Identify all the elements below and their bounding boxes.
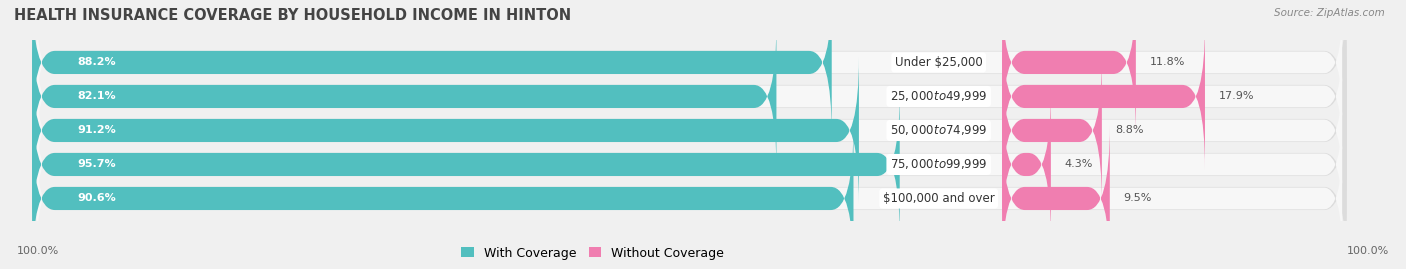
FancyBboxPatch shape xyxy=(1002,57,1102,204)
Text: HEALTH INSURANCE COVERAGE BY HOUSEHOLD INCOME IN HINTON: HEALTH INSURANCE COVERAGE BY HOUSEHOLD I… xyxy=(14,8,571,23)
FancyBboxPatch shape xyxy=(1002,0,1136,136)
Legend: With Coverage, Without Coverage: With Coverage, Without Coverage xyxy=(457,242,730,265)
Text: 91.2%: 91.2% xyxy=(77,125,117,136)
FancyBboxPatch shape xyxy=(32,91,900,238)
FancyBboxPatch shape xyxy=(32,0,832,136)
Text: 82.1%: 82.1% xyxy=(77,91,117,101)
FancyBboxPatch shape xyxy=(37,39,1343,154)
FancyBboxPatch shape xyxy=(37,107,1343,222)
Text: 9.5%: 9.5% xyxy=(1123,193,1152,203)
Text: Source: ZipAtlas.com: Source: ZipAtlas.com xyxy=(1274,8,1385,18)
Text: $50,000 to $74,999: $50,000 to $74,999 xyxy=(890,123,987,137)
FancyBboxPatch shape xyxy=(32,0,1347,136)
Text: 17.9%: 17.9% xyxy=(1219,91,1254,101)
Text: $100,000 and over: $100,000 and over xyxy=(883,192,994,205)
FancyBboxPatch shape xyxy=(32,23,1347,170)
FancyBboxPatch shape xyxy=(32,57,1347,204)
Text: 90.6%: 90.6% xyxy=(77,193,117,203)
Text: Under $25,000: Under $25,000 xyxy=(894,56,983,69)
Text: 8.8%: 8.8% xyxy=(1115,125,1144,136)
Text: 100.0%: 100.0% xyxy=(1347,246,1389,256)
FancyBboxPatch shape xyxy=(37,141,1343,256)
FancyBboxPatch shape xyxy=(1002,91,1050,238)
Text: 95.7%: 95.7% xyxy=(77,160,117,169)
FancyBboxPatch shape xyxy=(37,73,1343,187)
Text: 11.8%: 11.8% xyxy=(1150,58,1185,68)
Text: 4.3%: 4.3% xyxy=(1064,160,1092,169)
FancyBboxPatch shape xyxy=(32,57,859,204)
Text: 88.2%: 88.2% xyxy=(77,58,117,68)
FancyBboxPatch shape xyxy=(32,23,776,170)
FancyBboxPatch shape xyxy=(32,125,1347,269)
FancyBboxPatch shape xyxy=(32,91,1347,238)
FancyBboxPatch shape xyxy=(1002,23,1205,170)
Text: $75,000 to $99,999: $75,000 to $99,999 xyxy=(890,157,987,171)
Text: 100.0%: 100.0% xyxy=(17,246,59,256)
FancyBboxPatch shape xyxy=(37,5,1343,120)
FancyBboxPatch shape xyxy=(32,125,853,269)
Text: $25,000 to $49,999: $25,000 to $49,999 xyxy=(890,90,987,104)
FancyBboxPatch shape xyxy=(1002,125,1109,269)
